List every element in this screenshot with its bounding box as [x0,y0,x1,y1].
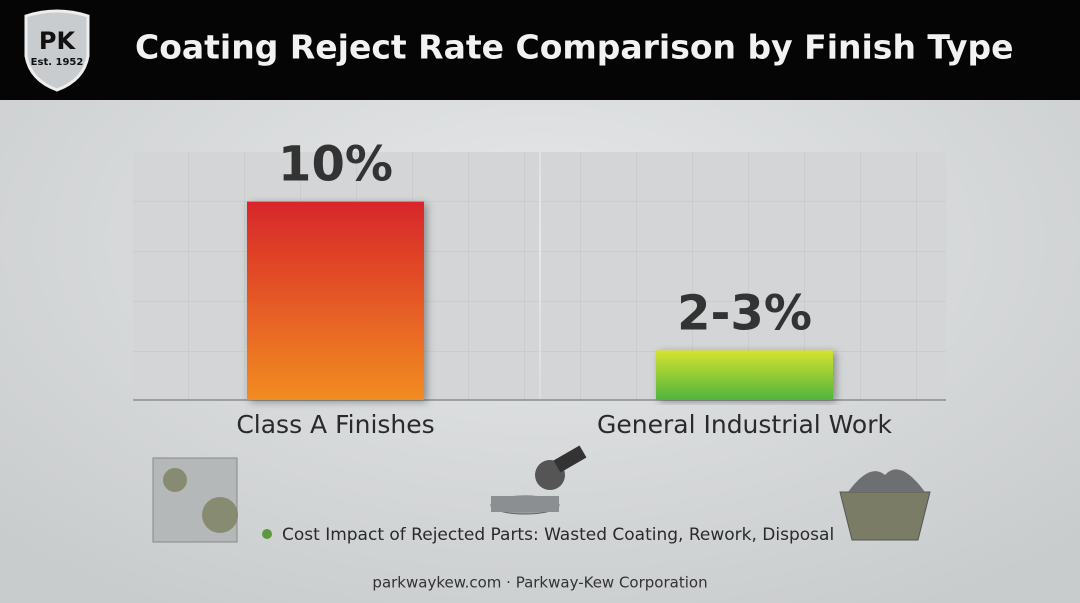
x-tick-label: General Industrial Work [597,410,892,439]
icon-grinder [553,445,587,473]
note: Cost Impact of Rejected Parts: Wasted Co… [282,525,834,545]
bar [247,201,424,400]
logo-established: Est. 1952 [31,57,84,68]
value-label: 2-3% [677,285,812,341]
icon-stain [202,497,238,533]
bullet [262,529,272,539]
x-tick-label: Class A Finishes [236,410,434,439]
icon-scrap [848,469,925,492]
bar [656,350,833,400]
header [0,0,1080,100]
icons [152,445,931,543]
icon-stain [163,468,187,492]
logo-initials: PK [39,27,77,55]
icon-dumpster [839,491,931,541]
icon-disc [491,496,559,512]
chart-title: Coating Reject Rate Comparison by Finish… [135,28,1014,67]
logo-shield [24,9,90,92]
footer: parkwaykew.com · Parkway-Kew Corporation [372,574,707,592]
icon-grinder [535,460,565,490]
logo: PK Est. 1952 [24,9,90,92]
value-label: 10% [278,137,393,193]
